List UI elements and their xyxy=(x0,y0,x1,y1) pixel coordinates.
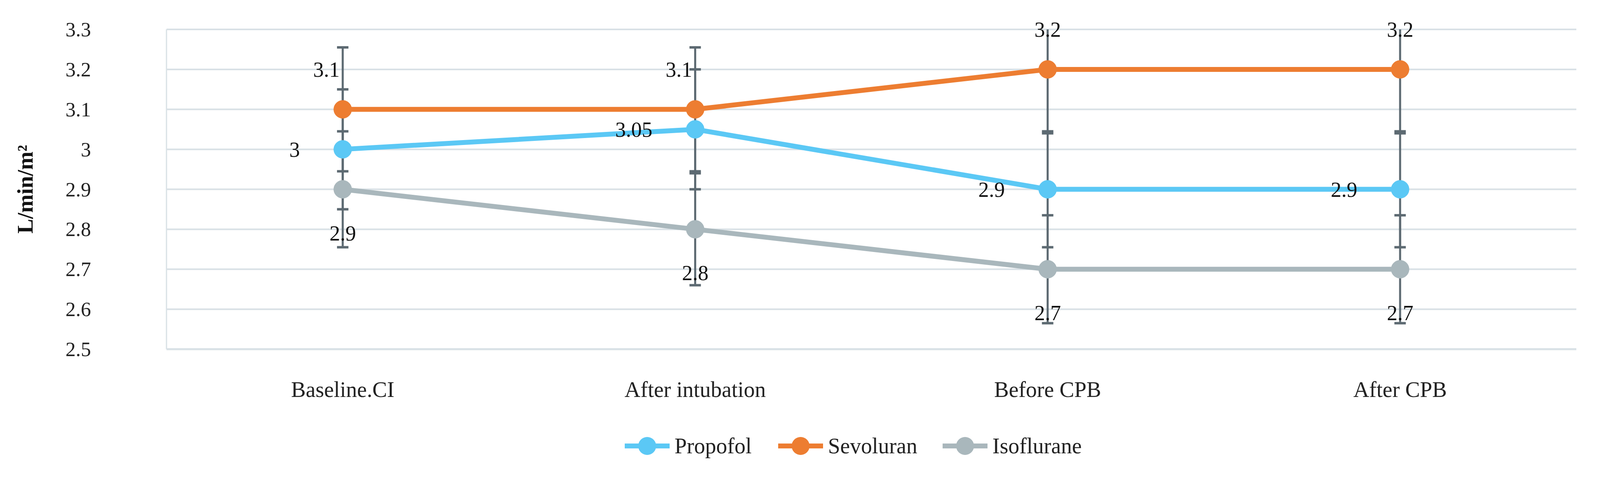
y-tick-label: 2.9 xyxy=(65,177,92,201)
legend-marker xyxy=(638,436,657,455)
marker xyxy=(333,180,352,199)
x-axis xyxy=(166,348,1577,351)
error-cap xyxy=(1394,213,1406,217)
grid-line xyxy=(166,348,1577,350)
error-bar xyxy=(1041,29,1054,134)
error-stem xyxy=(1399,29,1402,134)
y-axis-label: L/min/m² xyxy=(13,144,38,234)
x-tick-label: After intubation xyxy=(624,377,766,402)
error-stem xyxy=(1046,29,1049,134)
y-tick-label: 2.8 xyxy=(65,217,92,241)
legend-label: Propofol xyxy=(674,433,752,458)
data-label: 2.9 xyxy=(1330,177,1358,202)
data-label: 3.1 xyxy=(312,57,340,82)
data-label: 3.2 xyxy=(1386,17,1414,42)
chart: 2.5 2.6 2.7 2.8 2.9 3 3.1 3.2 3.3 L/min/m² Baselin… xyxy=(0,0,1600,477)
data-label: 3.1 xyxy=(665,57,693,82)
y-tick-label: 2.7 xyxy=(65,257,92,281)
data-label: 2.9 xyxy=(978,177,1005,202)
marker xyxy=(1391,180,1410,199)
error-cap xyxy=(1041,131,1054,135)
series-line xyxy=(342,129,1401,190)
marker xyxy=(333,100,352,119)
plot-area xyxy=(333,29,1410,323)
error-cap xyxy=(1041,213,1054,217)
data-label: 3.2 xyxy=(1034,17,1061,42)
y-tick-label: 3.3 xyxy=(65,17,92,41)
marker xyxy=(1391,60,1410,79)
error-cap xyxy=(1394,131,1406,135)
legend-marker xyxy=(956,436,975,455)
data-label: 3 xyxy=(289,137,300,162)
data-label: 2.8 xyxy=(681,261,709,285)
error-cap xyxy=(337,130,349,133)
marker xyxy=(1391,259,1410,278)
grid-line xyxy=(166,308,1577,310)
x-tick-label: Baseline.CI xyxy=(290,377,395,402)
marker xyxy=(686,120,705,139)
data-label: 2.9 xyxy=(329,221,356,245)
data-label: 3.05 xyxy=(615,117,653,142)
marker xyxy=(1038,180,1057,199)
y-tick-label: 3.1 xyxy=(65,97,92,121)
error-cap xyxy=(689,171,702,175)
grid-line xyxy=(166,228,1577,230)
marker xyxy=(333,140,352,159)
error-cap xyxy=(337,46,349,49)
series-line xyxy=(342,189,1401,270)
legend-marker xyxy=(791,436,810,455)
error-cap xyxy=(337,245,349,249)
y-axis xyxy=(166,29,168,349)
y-tick-label: 3.2 xyxy=(65,57,92,81)
marker xyxy=(1038,259,1057,278)
y-tick-label: 3 xyxy=(80,137,91,161)
marker xyxy=(686,100,705,119)
grid-line xyxy=(166,28,1577,31)
legend: Propofol Sevoluran Isoflurane xyxy=(624,433,1082,458)
y-tick-label: 2.6 xyxy=(65,297,92,321)
y-tick-label: 2.5 xyxy=(65,337,92,361)
error-cap xyxy=(689,46,702,49)
data-label: 2.7 xyxy=(1034,301,1061,325)
x-tick-label: After CPB xyxy=(1353,377,1447,402)
series-line xyxy=(342,69,1401,110)
marker xyxy=(1038,60,1057,79)
legend-label: Sevoluran xyxy=(827,433,918,458)
error-bar xyxy=(1394,29,1406,134)
legend-label: Isoflurane xyxy=(992,433,1082,458)
x-tick-label: Before CPB xyxy=(994,377,1102,402)
marker xyxy=(686,219,705,238)
data-label: 2.7 xyxy=(1386,301,1414,325)
